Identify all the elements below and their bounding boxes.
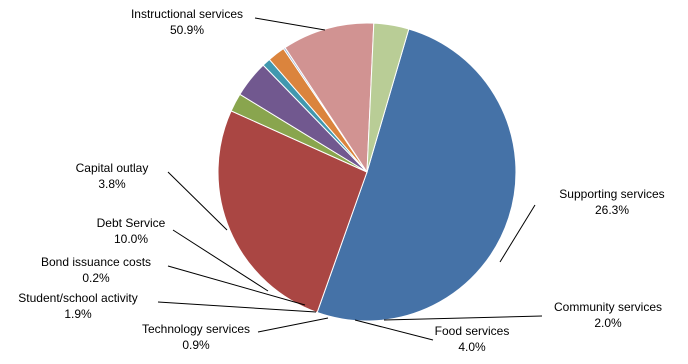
slice-value-instructional-services: 50.9% xyxy=(170,23,204,37)
slice-value-technology-services: 0.9% xyxy=(182,338,210,352)
slice-label-food-services: Food services xyxy=(435,324,510,338)
slice-labels: Instructional services 50.9% Supporting se… xyxy=(18,7,664,354)
slice-label-community-services: Community services xyxy=(554,300,662,314)
slice-value-student-school-activity: 1.9% xyxy=(64,307,92,321)
slice-value-supporting-services: 26.3% xyxy=(595,203,629,217)
slice-value-community-services: 2.0% xyxy=(594,316,622,330)
leader-line-technology-services xyxy=(257,317,329,333)
slice-value-food-services: 4.0% xyxy=(458,340,486,354)
slice-label-instructional-services: Instructional services xyxy=(131,7,243,21)
pie-slices xyxy=(217,22,517,322)
pie-slice-instructional-services xyxy=(316,28,517,322)
slice-label-technology-services: Technology services xyxy=(142,322,250,336)
leader-line-instructional-services xyxy=(254,17,326,31)
leader-line-bond-issuance-costs xyxy=(167,265,306,306)
leader-lines xyxy=(157,17,543,341)
leader-line-debt-service xyxy=(172,229,269,292)
pie-slice-debt-service xyxy=(284,22,375,174)
slice-value-bond-issuance-costs: 0.2% xyxy=(82,271,110,285)
slice-value-debt-service: 10.0% xyxy=(114,232,148,246)
slice-label-bond-issuance-costs: Bond issuance costs xyxy=(41,255,151,269)
slice-label-capital-outlay: Capital outlay xyxy=(76,161,149,175)
pie-slice-supporting-services xyxy=(217,110,368,314)
leader-line-capital-outlay xyxy=(167,171,228,231)
slice-value-capital-outlay: 3.8% xyxy=(98,177,126,191)
leader-line-student-school-activity xyxy=(157,301,317,313)
leader-line-supporting-services xyxy=(499,204,536,263)
slice-label-student-school-activity: Student/school activity xyxy=(18,291,137,305)
leader-line-food-services xyxy=(354,319,434,341)
pie-slice-capital-outlay xyxy=(366,22,410,173)
slice-label-debt-service: Debt Service xyxy=(97,216,166,230)
slice-label-supporting-services: Supporting services xyxy=(559,187,664,201)
leader-line-community-services xyxy=(383,315,543,321)
